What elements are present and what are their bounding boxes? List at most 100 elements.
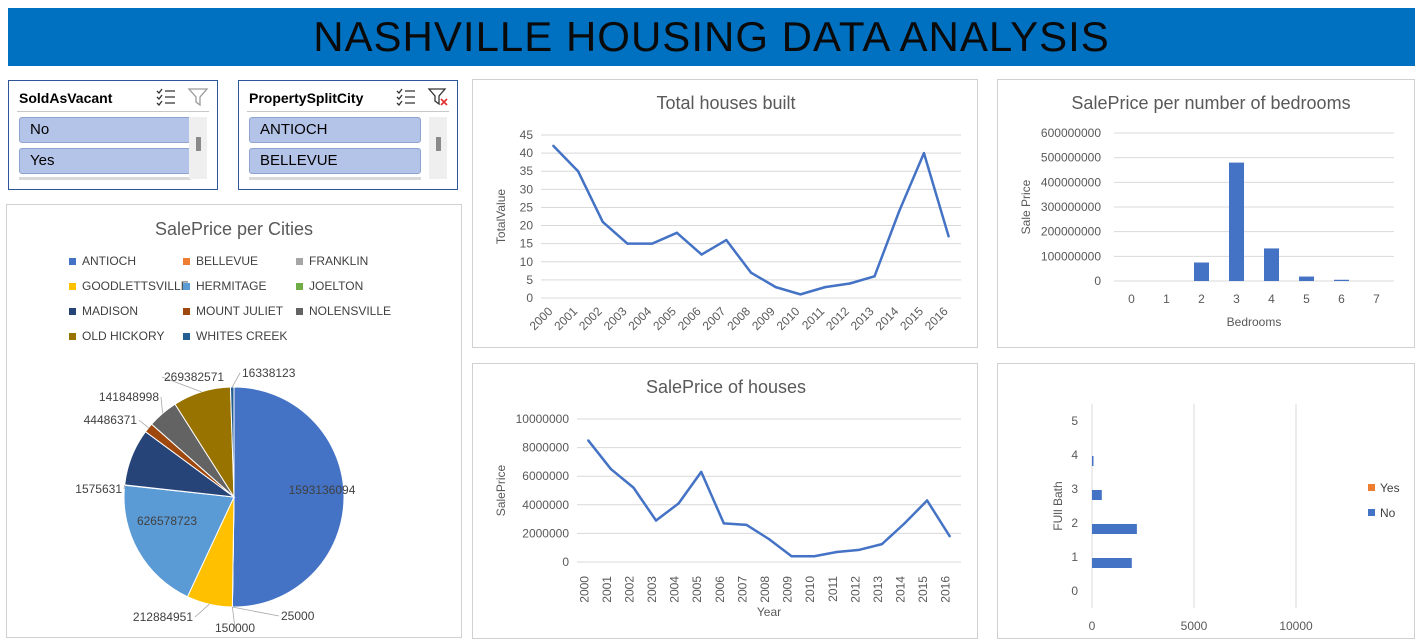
clear-filter-icon[interactable]	[427, 87, 449, 107]
slicer-property-split-city[interactable]: PropertySplitCity ANTIOCH BELLEVUE	[238, 80, 458, 190]
pie-slice	[231, 386, 345, 608]
y-tick-label: 2	[1071, 516, 1078, 530]
data-point	[947, 235, 950, 238]
legend-label: WHITES CREEK	[196, 329, 287, 343]
scrollbar-thumb[interactable]	[196, 137, 201, 151]
data-label: 212884951	[133, 610, 193, 624]
slicer-scrollbar[interactable]	[189, 117, 207, 179]
x-tick-label: 2006	[713, 576, 727, 603]
legend-label: OLD HICKORY	[82, 329, 164, 343]
legend-label: GOODLETTSVILLE	[82, 279, 189, 293]
x-tick-label: 1	[1163, 292, 1170, 306]
slicer-item-no[interactable]: No	[19, 117, 191, 143]
y-tick-label: 500000000	[1041, 151, 1101, 165]
y-tick-label: 25	[520, 200, 534, 214]
x-tick-label: 2009	[749, 304, 778, 333]
slicer-header: SoldAsVacant	[17, 87, 209, 112]
legend-swatch	[69, 308, 76, 315]
x-tick-label: 2006	[675, 304, 704, 333]
full-bath-chart-panel[interactable]: 0 5000 10000 0 1 2 3 4 5 FUll Bath Yes No	[997, 363, 1415, 639]
data-point	[835, 550, 838, 554]
x-tick-label: 2015	[897, 304, 926, 333]
x-tick-label: 2002	[622, 576, 636, 603]
bedrooms-chart-panel[interactable]: SalePrice per number of bedrooms 0 1000000…	[997, 79, 1415, 348]
data-label: 25000	[281, 609, 315, 623]
pie-slice	[229, 386, 235, 498]
bar	[1092, 524, 1137, 534]
legend-label: FRANKLIN	[309, 254, 368, 268]
slicer-scrollbar[interactable]	[429, 117, 447, 179]
data-point	[812, 555, 816, 558]
slicer-header: PropertySplitCity	[247, 87, 449, 112]
slicer-item-antioch[interactable]: ANTIOCH	[249, 117, 421, 143]
saleprice-chart-panel[interactable]: SalePrice of houses 0 2000000 4000000 600000…	[472, 363, 978, 639]
legend-swatch	[183, 308, 190, 315]
y-tick-label: 4	[1071, 448, 1078, 462]
data-point	[700, 253, 703, 256]
data-point	[948, 535, 951, 538]
x-tick-label: 7	[1373, 292, 1380, 306]
legend-swatch	[1368, 509, 1375, 516]
data-point	[925, 499, 929, 502]
x-tick-label: 2010	[803, 576, 817, 603]
x-tick-label: 2011	[799, 304, 827, 332]
slicer-title: SoldAsVacant	[19, 90, 113, 106]
x-tick-label: 3	[1233, 292, 1240, 306]
y-tick-label: 100000000	[1041, 249, 1101, 263]
header-banner: NASHVILLE HOUSING DATA ANALYSIS	[8, 8, 1415, 66]
full-bath-bar-chart: 0 5000 10000 0 1 2 3 4 5 FUll Bath Yes No	[1051, 404, 1400, 633]
scrollbar-thumb[interactable]	[436, 137, 441, 151]
x-tick-label: 6	[1338, 292, 1345, 306]
data-point	[650, 242, 654, 245]
x-tick-label: 2001	[551, 304, 580, 333]
data-point	[903, 522, 906, 525]
x-tick-label: 2013	[848, 304, 877, 333]
pie-chart: SalePrice per Cities ANTIOCH BELLEVUE FRANK…	[69, 219, 391, 635]
x-tick-label: 2000	[527, 304, 556, 333]
multi-select-icon[interactable]	[395, 87, 417, 107]
x-tick-label: 2002	[576, 304, 605, 333]
chart-title: SalePrice per number of bedrooms	[1071, 93, 1350, 113]
data-point	[922, 151, 926, 155]
slicer-sold-as-vacant[interactable]: SoldAsVacant No Yes	[8, 80, 218, 190]
y-tick-label: 0	[1094, 274, 1101, 288]
leader-line	[231, 606, 236, 629]
x-tick-label: 2000	[577, 576, 591, 603]
data-point	[880, 542, 884, 546]
leader-line	[123, 484, 126, 490]
y-tick-label: 0	[1071, 584, 1078, 598]
bar	[1334, 279, 1349, 281]
clear-filter-icon[interactable]	[187, 87, 209, 107]
data-point	[774, 285, 777, 289]
data-label: 141848998	[99, 390, 159, 404]
x-tick-label: 2001	[600, 576, 614, 603]
data-point	[767, 537, 771, 541]
x-tick-label: 2004	[668, 576, 682, 603]
data-point	[609, 467, 613, 471]
slicer-item-partial	[249, 177, 421, 180]
legend-label: ANTIOCH	[82, 254, 136, 268]
legend-swatch	[296, 283, 303, 290]
legend-swatch	[183, 283, 190, 290]
data-point	[552, 144, 555, 148]
leader-line	[138, 419, 149, 429]
houses-built-chart-panel[interactable]: Total houses built 0 5 10 15 20 25 30 35 40 45 2000…	[472, 79, 978, 348]
x-tick-label: 10000	[1279, 619, 1313, 633]
data-point	[576, 170, 580, 173]
x-tick-label: 2016	[922, 304, 951, 333]
legend-swatch	[183, 333, 190, 340]
x-tick-label: 2012	[823, 304, 852, 333]
multi-select-icon[interactable]	[155, 87, 177, 107]
pie-chart-panel[interactable]: SalePrice per Cities ANTIOCH BELLEVUE FRANK…	[6, 204, 462, 638]
data-point	[632, 486, 635, 489]
legend-label: JOELTON	[309, 279, 363, 293]
saleprice-line-chart: SalePrice of houses 0 2000000 4000000 600000…	[494, 377, 961, 619]
data-label: 44486371	[84, 413, 138, 427]
y-tick-label: 300000000	[1041, 200, 1101, 214]
slicer-title: PropertySplitCity	[249, 90, 364, 106]
x-tick-label: 2014	[873, 304, 902, 333]
x-tick-label: 2014	[894, 576, 908, 603]
slicer-item-bellevue[interactable]: BELLEVUE	[249, 148, 421, 174]
slicer-item-yes[interactable]: Yes	[19, 148, 191, 174]
leader-line	[232, 606, 280, 617]
